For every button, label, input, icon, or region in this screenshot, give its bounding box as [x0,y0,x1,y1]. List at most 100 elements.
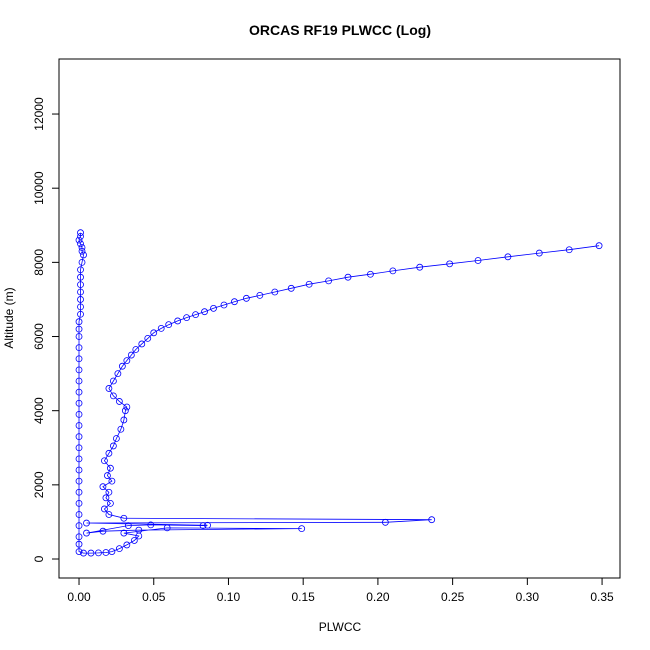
data-point [144,334,152,342]
data-point [87,549,95,557]
x-tick-label: 0.15 [292,590,316,604]
data-point [124,522,132,530]
data-point [199,522,207,530]
y-tick-label: 10000 [32,171,46,205]
plot-frame [58,58,621,579]
data-point [220,301,228,309]
y-tick-label: 4000 [32,397,46,424]
x-tick-label: 0.10 [217,590,241,604]
data-point [367,270,374,278]
data-point [117,425,125,433]
x-axis-label: PLWCC [319,620,362,634]
data-point [105,511,113,518]
data-point [504,253,512,261]
data-point [83,519,90,527]
data-point [118,362,126,370]
data-point [120,529,128,537]
data-point [75,548,83,555]
data-point [75,444,83,452]
x-tick-label: 0.05 [142,590,166,604]
data-point [446,260,454,268]
data-point [78,244,86,251]
data-point [99,527,107,535]
data-point [75,477,83,485]
data-point [105,488,113,496]
data-point [105,449,113,457]
data-point [147,521,155,529]
data-point [231,298,238,306]
data-point [75,433,83,441]
data-point [77,273,84,281]
data-point [75,318,83,326]
data-point [75,333,83,340]
x-tick-label: 0.25 [441,590,465,604]
data-point [132,346,140,353]
data-point [95,549,102,557]
data-point [99,483,107,491]
data-point [75,455,83,463]
data-point [77,303,84,311]
data-point [78,247,86,255]
data-point [210,304,217,312]
data-point [109,377,117,385]
data-point [127,351,135,359]
data-point [75,325,83,333]
data-point [75,399,83,407]
data-point [77,229,84,237]
data-point [474,257,482,264]
x-tick-label: 0.30 [516,590,540,604]
data-point [107,464,114,472]
data-point [75,422,83,429]
data-point [75,355,83,363]
data-point [75,377,83,385]
x-tick-label: 0.35 [590,590,614,604]
data-point [416,263,424,271]
y-tick-label: 2000 [32,471,46,498]
data-point [201,308,208,316]
data-point [138,340,146,348]
data-point [104,472,111,479]
data-point [101,505,108,513]
data-point [565,246,573,254]
data-point [75,366,83,374]
data-point [325,277,332,285]
x-tick-label: 0.00 [67,590,91,604]
data-point [595,242,603,250]
data-point [75,511,83,518]
data-point [109,392,117,400]
data-point [109,442,117,450]
data-point [120,416,128,424]
data-point [80,549,87,557]
data-point [107,499,114,507]
data-point [75,466,83,474]
data-point [130,537,138,544]
data-point [192,311,199,319]
data-point [75,499,83,507]
data-point [120,514,128,522]
data-point [75,488,83,496]
y-tick-label: 0 [32,555,46,562]
data-point [204,521,211,529]
data-point [77,266,84,274]
y-tick-label: 12000 [32,97,46,131]
data-point [77,296,84,303]
data-point [83,529,90,537]
data-point [389,267,397,275]
data-point [108,477,116,485]
chart-title: ORCAS RF19 PLWCC (Log) [249,22,431,38]
data-point [157,324,165,332]
data-point [80,251,87,259]
y-axis-label: Altitude (m) [2,287,16,348]
data-point [121,407,129,415]
data-point [298,525,306,533]
data-point [123,357,131,365]
data-point [123,403,131,411]
data-point [174,317,182,325]
series-line [78,232,600,554]
data-point [165,321,173,329]
data-point [77,240,84,248]
data-point [77,310,84,318]
data-point [381,518,389,526]
x-tick-label: 0.20 [366,590,390,604]
